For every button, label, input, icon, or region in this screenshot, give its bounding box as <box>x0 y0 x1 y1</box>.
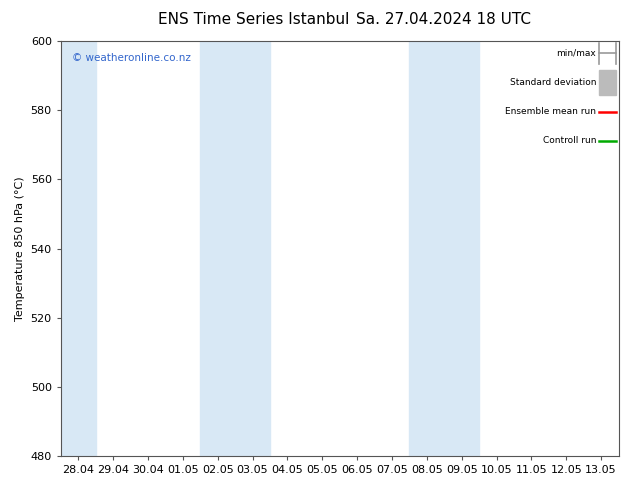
Bar <box>599 70 616 95</box>
Bar <box>410 41 479 456</box>
Text: © weatheronline.co.nz: © weatheronline.co.nz <box>72 53 191 64</box>
Y-axis label: Temperature 850 hPa (°C): Temperature 850 hPa (°C) <box>15 176 25 321</box>
Text: Ensemble mean run: Ensemble mean run <box>505 107 596 116</box>
Text: min/max: min/max <box>557 49 596 58</box>
Bar <box>61 41 96 456</box>
Bar <box>200 41 270 456</box>
Text: ENS Time Series Istanbul: ENS Time Series Istanbul <box>158 12 349 27</box>
Text: Controll run: Controll run <box>543 136 596 145</box>
Text: Standard deviation: Standard deviation <box>510 78 596 87</box>
Text: Sa. 27.04.2024 18 UTC: Sa. 27.04.2024 18 UTC <box>356 12 531 27</box>
